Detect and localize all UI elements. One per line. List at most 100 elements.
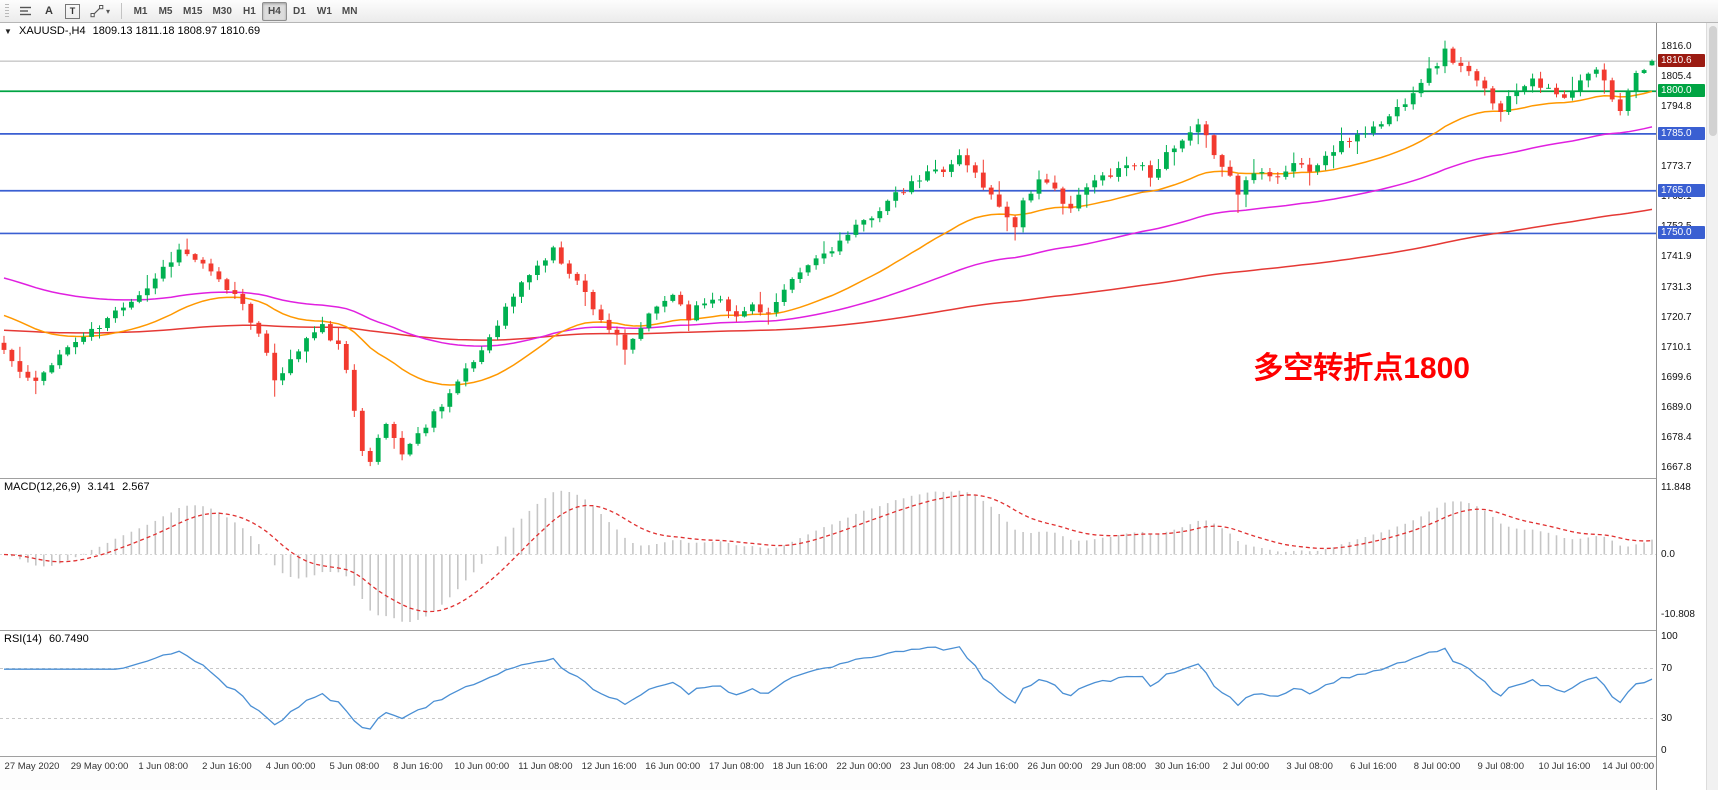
time-axis-label: 22 Jun 00:00 (836, 761, 892, 772)
time-axis-label: 12 Jun 16:00 (581, 761, 637, 772)
price-tick: 1678.4 (1661, 432, 1692, 444)
rsi-tick: 70 (1661, 662, 1673, 674)
macd-tick: 11.848 (1661, 482, 1691, 494)
rsi-tick: 100 (1661, 631, 1678, 642)
macd-label: MACD(12,26,9) 3.141 2.567 (4, 481, 154, 493)
time-axis-label: 5 Jun 08:00 (329, 761, 380, 772)
price-tick: 1710.1 (1661, 341, 1692, 353)
macd-indicator-panel[interactable]: MACD(12,26,9) 3.141 2.567 (0, 478, 1656, 630)
text-tool-button[interactable]: T (60, 2, 85, 21)
trendline-icon (90, 5, 104, 18)
toolbar-grip[interactable] (5, 3, 9, 19)
price-tick: 1794.8 (1661, 101, 1692, 113)
time-axis[interactable]: 27 May 2020 29 May 00:00 1 Jun 08:00 2 Jun … (0, 756, 1656, 790)
time-axis-label: 26 Jun 00:00 (1027, 761, 1083, 772)
shapes-tool-button[interactable]: ▾ (85, 2, 115, 21)
candlestick-plot (0, 40, 1656, 467)
price-tick: 1741.9 (1661, 251, 1692, 263)
scrollbar-thumb[interactable] (1709, 26, 1717, 136)
time-axis-label: 3 Jul 08:00 (1286, 761, 1333, 772)
ma-mid-magenta-line (3, 126, 1653, 347)
time-axis-label: 4 Jun 00:00 (265, 761, 316, 772)
timeframe-mn-button[interactable]: MN (337, 2, 363, 21)
time-axis-label: 29 May 00:00 (70, 761, 129, 772)
time-axis-label: 6 Jul 16:00 (1350, 761, 1397, 772)
rsi-tick: 0 (1661, 745, 1667, 756)
time-axis-label: 27 May 2020 (4, 761, 60, 772)
time-axis-label: 2 Jun 16:00 (202, 761, 252, 772)
time-axis-label: 18 Jun 16:00 (772, 761, 828, 772)
price-tick: 1699.6 (1661, 371, 1692, 383)
time-axis-label: 8 Jun 16:00 (393, 761, 443, 772)
macd-histogram (11, 490, 1653, 622)
timeframe-m1-button[interactable]: M1 (128, 2, 153, 21)
time-axis-label: 14 Jul 00:00 (1602, 761, 1655, 772)
timeframe-w1-button[interactable]: W1 (312, 2, 337, 21)
chart-annotation-text: 多空转折点1800 (1253, 352, 1470, 385)
timeframe-h4-button[interactable]: H4 (261, 1, 287, 21)
rsi-tick: 30 (1661, 712, 1673, 724)
ma-fast-orange-line (3, 90, 1653, 386)
chart-symbol-period: XAUUSD-,H4 (18, 25, 86, 37)
level-price-badge: 1765.0 (1658, 183, 1705, 197)
time-axis-label: 9 Jul 08:00 (1477, 761, 1524, 772)
price-scale[interactable]: 1816.01805.41794.81784.31773.71763.11752… (1656, 23, 1706, 790)
time-axis-label: 11 Jun 08:00 (518, 761, 573, 772)
macd-tick: -10.808 (1661, 608, 1695, 620)
level-price-badge: 1800.0 (1658, 84, 1705, 98)
arrow-label-tool-button[interactable]: A (38, 2, 60, 21)
timeframe-m5-button[interactable]: M5 (153, 2, 178, 21)
timeframe-m30-button[interactable]: M30 (207, 2, 236, 21)
rsi-line (4, 646, 1653, 730)
level-price-badge: 1750.0 (1658, 226, 1705, 240)
timeframe-buttons: M1 M5 M15 M30 H1 H4 D1 W1 MN (128, 1, 363, 21)
ma-slow-red-line (3, 208, 1653, 341)
price-tick: 1689.0 (1661, 401, 1692, 413)
time-axis-label: 10 Jul 16:00 (1538, 761, 1591, 772)
macd-plot (0, 490, 1656, 622)
chevron-down-icon: ▾ (106, 6, 111, 16)
time-axis-label: 24 Jun 16:00 (963, 761, 1019, 772)
timeframe-h1-button[interactable]: H1 (237, 2, 262, 21)
time-axis-label: 16 Jun 00:00 (645, 761, 701, 772)
timeframe-m15-button[interactable]: M15 (178, 2, 207, 21)
chart-ohlc-values: 1809.13 1811.18 1808.97 1810.69 (92, 25, 261, 37)
price-tick: 1773.7 (1661, 161, 1692, 173)
chart-lines-icon[interactable] (14, 2, 38, 21)
price-tick: 1805.4 (1661, 70, 1692, 82)
price-tick: 1731.3 (1661, 281, 1692, 293)
timeframe-d1-button[interactable]: D1 (287, 2, 312, 21)
chart-ohlc-header: ▼ XAUUSD-,H4 1809.13 1811.18 1808.97 181… (4, 25, 264, 37)
macd-value: 3.141 (87, 481, 116, 493)
time-axis-label: 17 Jun 08:00 (708, 761, 764, 772)
time-axis-label: 23 Jun 08:00 (900, 761, 955, 772)
toolbar: A T ▾ M1 M5 M15 M30 H1 H4 D1 W1 MN (0, 0, 1718, 23)
time-axis-label: 29 Jun 08:00 (1091, 761, 1147, 772)
price-tick: 1667.8 (1661, 462, 1692, 474)
time-axis-label: 1 Jun 08:00 (138, 761, 189, 772)
text-tool-icon: T (65, 3, 80, 19)
vertical-scrollbar[interactable] (1706, 23, 1718, 790)
rsi-indicator-panel[interactable]: RSI(14) 60.7490 (0, 630, 1656, 756)
macd-signal-line (3, 494, 1653, 613)
lines-icon (20, 6, 31, 16)
rsi-name: RSI(14) (4, 633, 42, 645)
time-axis-label: 2 Jul 00:00 (1222, 761, 1270, 772)
time-axis-label: 30 Jun 16:00 (1154, 761, 1210, 772)
rsi-label: RSI(14) 60.7490 (4, 633, 93, 645)
chevron-down-icon[interactable]: ▼ (4, 27, 12, 36)
rsi-value: 60.7490 (48, 633, 89, 645)
toolbar-separator (121, 3, 123, 19)
time-axis-label: 10 Jun 00:00 (454, 761, 510, 772)
macd-name: MACD(12,26,9) (4, 481, 81, 493)
main-chart-panel[interactable]: ▼ XAUUSD-,H4 1809.13 1811.18 1808.97 181… (0, 23, 1656, 478)
price-tick: 1816.0 (1661, 40, 1692, 52)
price-tick: 1720.7 (1661, 311, 1692, 323)
rsi-plot (0, 646, 1656, 730)
bid-price-badge: 1810.6 (1658, 54, 1705, 68)
time-axis-label: 8 Jul 00:00 (1413, 761, 1461, 772)
macd-tick: 0.0 (1661, 548, 1675, 560)
candles (1, 40, 1655, 467)
level-price-badge: 1785.0 (1658, 126, 1705, 140)
